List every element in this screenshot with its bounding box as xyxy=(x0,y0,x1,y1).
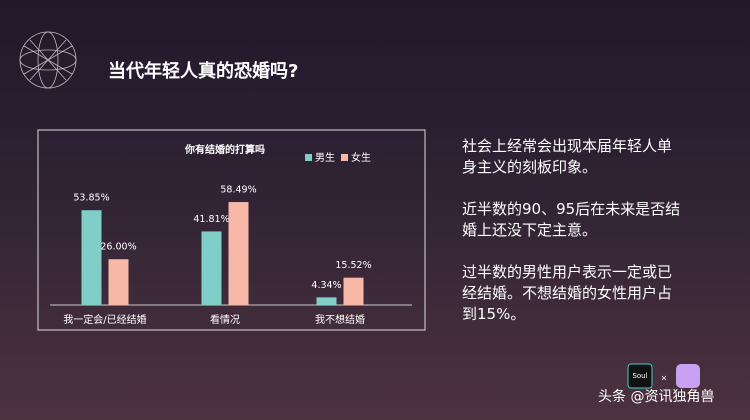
data-label: 41.81% xyxy=(193,214,229,225)
data-label: 53.85% xyxy=(73,193,109,204)
paragraph: 近半数的90、95后在未来是否结婚上还没下定主意。 xyxy=(462,200,681,239)
bar xyxy=(343,277,364,305)
bar xyxy=(228,202,249,305)
logo-sep: × xyxy=(661,374,668,383)
watermark: 头条 @资讯独角兽 xyxy=(598,388,714,405)
data-label: 26.00% xyxy=(100,242,136,253)
legend-swatch xyxy=(305,154,312,161)
data-label: 4.34% xyxy=(311,280,341,291)
data-label: 15.52% xyxy=(335,260,371,271)
x-tick-label: 我不想结婚 xyxy=(315,313,365,326)
legend-label: 女生 xyxy=(351,151,371,164)
logo-text: Soul xyxy=(632,372,647,380)
bar xyxy=(81,210,102,305)
legend-label: 男生 xyxy=(315,151,335,164)
x-tick-label: 看情况 xyxy=(210,313,240,326)
chart-title: 你有结婚的打算吗 xyxy=(184,143,265,156)
bar xyxy=(201,231,222,305)
chart-frame xyxy=(37,129,426,331)
paragraph: 社会上经常会出现本届年轻人单身主义的刻板印象。 xyxy=(462,137,673,176)
legend-swatch xyxy=(341,154,348,161)
logo-box xyxy=(627,363,653,389)
bar xyxy=(316,297,337,305)
bar xyxy=(108,259,129,305)
x-tick-label: 我一定会/已经结婚 xyxy=(63,313,146,326)
app-logo xyxy=(676,364,700,388)
globe-icon xyxy=(19,31,77,89)
slide-title: 当代年轻人真的恐婚吗? xyxy=(108,60,298,82)
paragraph: 过半数的男性用户表示一定或已经结婚。不想结婚的女性用户占到15%。 xyxy=(462,263,673,323)
data-label: 58.49% xyxy=(220,185,256,196)
